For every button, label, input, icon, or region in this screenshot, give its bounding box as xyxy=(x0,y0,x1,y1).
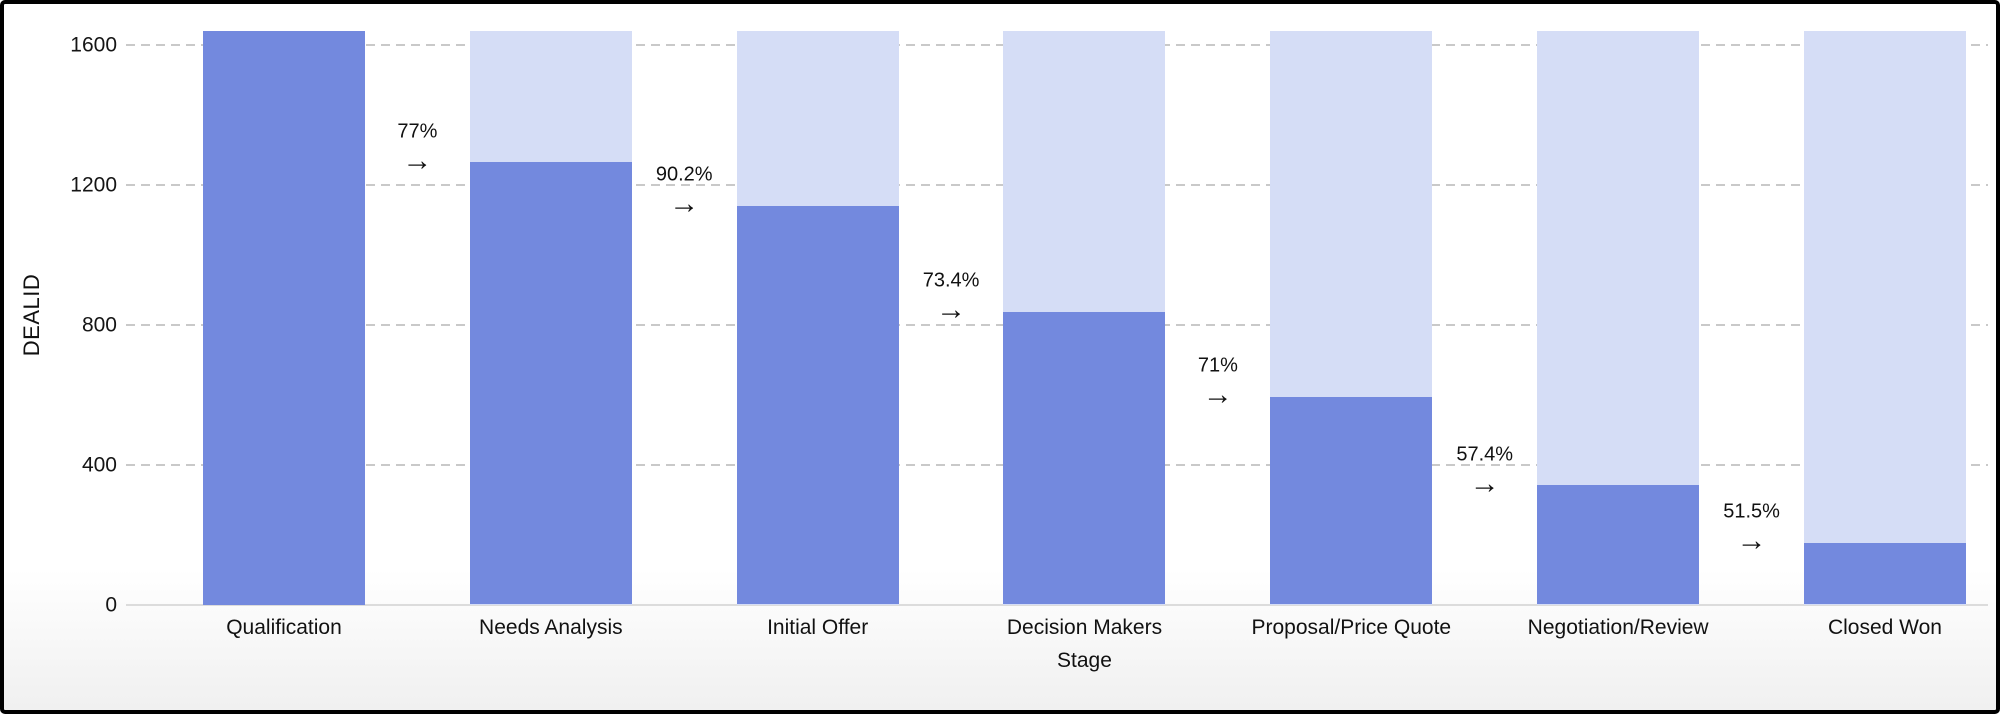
y-tick-label: 800 xyxy=(81,313,117,336)
conversion-rate-label: 71% xyxy=(1197,354,1238,377)
y-axis-title: DEALID xyxy=(19,273,44,357)
bar-segment[interactable] xyxy=(1003,311,1166,605)
bar-segment[interactable] xyxy=(469,162,632,605)
bar-segment[interactable] xyxy=(203,30,365,605)
category-label: Closed Won xyxy=(1827,616,1942,639)
conversion-arrow-icon: → xyxy=(1736,524,1767,558)
category-label: Qualification xyxy=(226,616,342,639)
category-label: Initial Offer xyxy=(767,616,869,639)
category-label: Negotiation/Review xyxy=(1527,616,1709,639)
y-tick-label: 0 xyxy=(105,593,117,616)
x-axis-title: Stage xyxy=(1057,649,1112,672)
y-tick-label: 400 xyxy=(81,453,117,476)
conversion-arrow-icon: → xyxy=(669,187,700,221)
bar-segment[interactable] xyxy=(1270,396,1433,605)
bar-segment[interactable] xyxy=(1537,485,1700,605)
category-label: Proposal/Price Quote xyxy=(1251,616,1452,639)
category-label: Needs Analysis xyxy=(479,616,623,639)
conversion-rate-label: 73.4% xyxy=(922,269,980,292)
conversion-arrow-icon: → xyxy=(1469,466,1500,500)
conversion-rate-label: 77% xyxy=(397,120,438,143)
bar-background[interactable] xyxy=(1803,30,1966,605)
bar-segment[interactable] xyxy=(1803,542,1966,605)
conversion-rate-label: 51.5% xyxy=(1723,500,1780,523)
conversion-arrow-icon: → xyxy=(402,143,433,177)
conversion-arrow-icon: → xyxy=(936,293,967,327)
bar-segment[interactable] xyxy=(736,205,899,605)
y-tick-label: 1200 xyxy=(70,173,117,196)
conversion-arrow-icon: → xyxy=(1202,378,1233,412)
category-label: Decision Makers xyxy=(1006,616,1163,639)
conversion-rate-label: 90.2% xyxy=(655,163,713,186)
conversion-rate-label: 57.4% xyxy=(1456,443,1514,466)
x-axis-line xyxy=(126,604,1988,606)
y-tick-label: 1600 xyxy=(70,33,117,56)
